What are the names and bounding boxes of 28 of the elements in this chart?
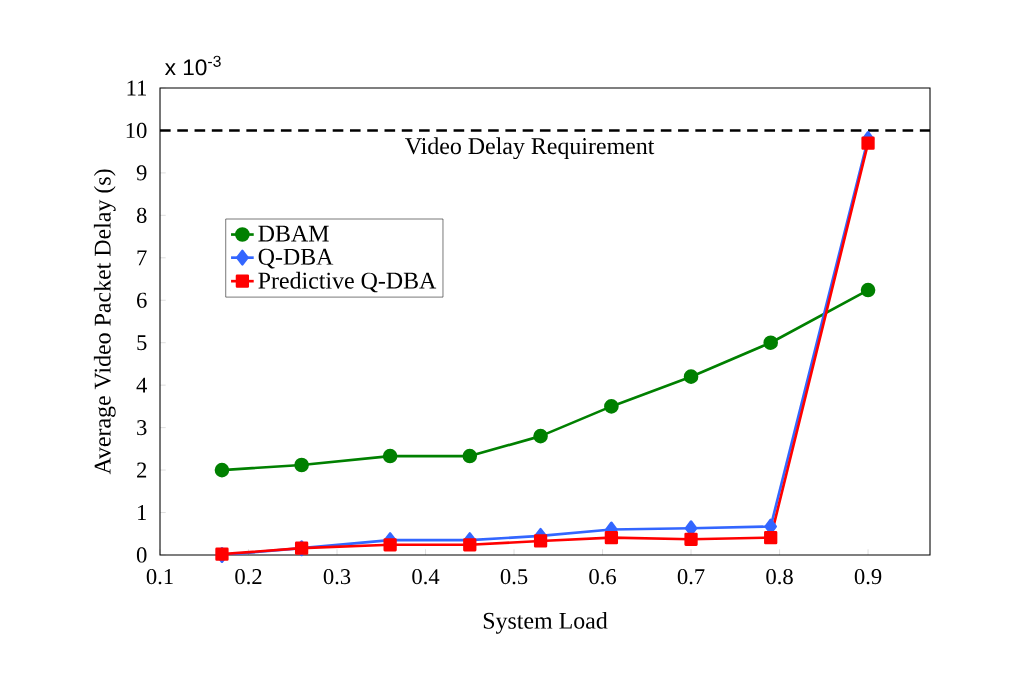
x-tick-label: 0.4 — [412, 568, 440, 585]
y-tick-label: 7 — [137, 250, 147, 266]
x-tick-label: 0.2 — [235, 568, 262, 585]
y-tick-label: 5 — [137, 335, 147, 351]
ref-line-label: Video Delay Requirement — [405, 137, 655, 160]
x-axis-title: System Load — [483, 612, 608, 634]
x-tick-label: 0.7 — [677, 568, 705, 585]
legend-label: Q-DBA — [258, 248, 334, 269]
text: x 10$^{-3}$ — [164, 55, 221, 76]
x-tick-label: 0.3 — [323, 568, 351, 585]
y-axis-title: Average Video Packet Delay (s) — [93, 169, 116, 475]
y-tick-label: 11 — [127, 80, 146, 96]
y-tick-label: 10 — [126, 122, 147, 139]
x-tick-label: 0.1 — [146, 568, 173, 585]
y-tick-label: 0 — [136, 547, 147, 563]
x-tick-label: 0.9 — [854, 568, 882, 585]
y-tick-label: 6 — [137, 292, 147, 308]
y-tick-label: 2 — [137, 462, 147, 478]
x-tick-label: 0.5 — [500, 568, 528, 585]
y-tick-label: 3 — [137, 420, 147, 436]
y-tick-label: 1 — [138, 505, 146, 520]
legend-label: Predictive Q-DBA — [258, 271, 437, 293]
x-tick-label: 0.6 — [589, 568, 616, 585]
y-tick-label: 9 — [136, 165, 147, 181]
y-tick-label: 8 — [136, 207, 147, 223]
legend-label: DBAM — [258, 225, 329, 242]
x-tick-label: 0.8 — [766, 568, 793, 585]
y-tick-label: 4 — [136, 377, 147, 393]
